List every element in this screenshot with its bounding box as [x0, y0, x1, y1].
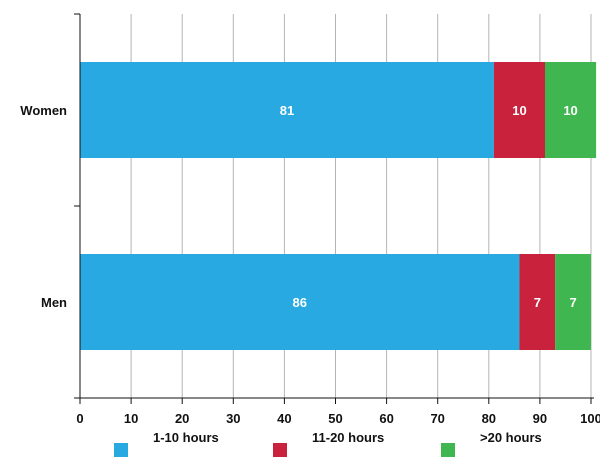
legend-label-2: >20 hours [480, 430, 542, 445]
bars: 81 10 10 86 7 7 [80, 62, 597, 350]
x-tick-label: 50 [328, 411, 342, 426]
legend: 1-10 hours 11-20 hours >20 hours [114, 430, 542, 457]
x-tick-label: 60 [379, 411, 393, 426]
bar-segment-men-0 [80, 254, 520, 350]
legend-swatch-2 [441, 443, 455, 457]
legend-label-1: 11-20 hours [312, 430, 384, 445]
data-label: 10 [512, 103, 526, 118]
x-tick-label: 10 [124, 411, 138, 426]
legend-swatch-0 [114, 443, 128, 457]
bar-segment-women-2 [545, 62, 597, 158]
category-label-women: Women [20, 103, 67, 118]
category-label-men: Men [41, 295, 67, 310]
bar-segment-men-2 [555, 254, 591, 350]
axes: 0 10 20 30 40 50 60 70 80 90 100 Women Men [20, 13, 600, 426]
x-tick-label: 100 [580, 411, 600, 426]
data-label: 7 [534, 295, 541, 310]
x-tick-label: 80 [482, 411, 496, 426]
data-label: 10 [563, 103, 577, 118]
x-tick-label: 0 [76, 411, 83, 426]
x-tick-label: 20 [175, 411, 189, 426]
legend-swatch-1 [273, 443, 287, 457]
x-tick-label: 40 [277, 411, 291, 426]
x-tick-label: 30 [226, 411, 240, 426]
data-label: 7 [569, 295, 576, 310]
x-tick-label: 70 [430, 411, 444, 426]
bar-segment-men-1 [519, 254, 556, 350]
x-tick-label: 90 [533, 411, 547, 426]
bar-segment-women-1 [493, 62, 546, 158]
legend-label-0: 1-10 hours [153, 430, 219, 445]
bar-segment-women-0 [80, 62, 494, 158]
data-label: 86 [292, 295, 306, 310]
data-label: 81 [280, 103, 294, 118]
